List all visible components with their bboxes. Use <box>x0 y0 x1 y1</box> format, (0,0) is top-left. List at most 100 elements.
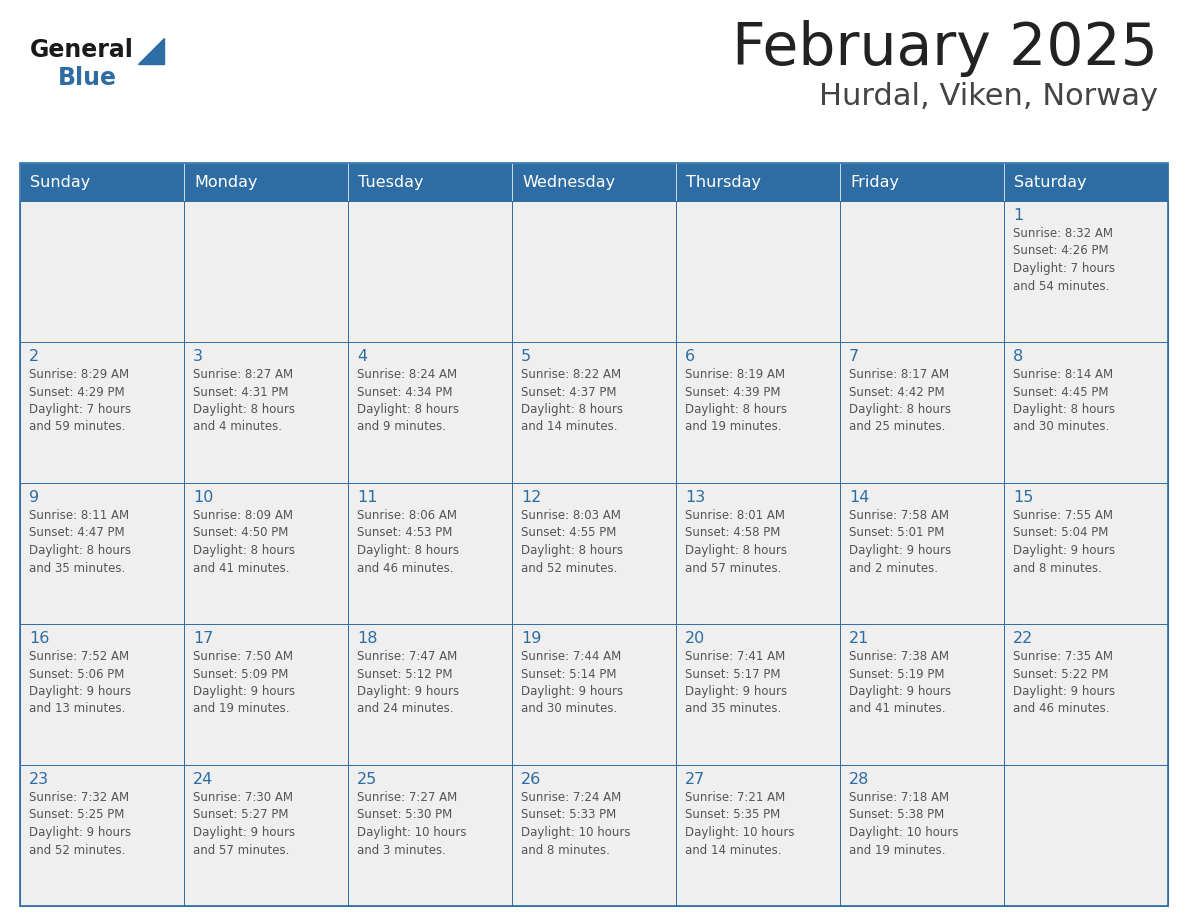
Text: 8: 8 <box>1013 349 1023 364</box>
Bar <box>348 342 512 483</box>
Bar <box>20 163 1168 906</box>
Text: Sunrise: 8:14 AM
Sunset: 4:45 PM
Daylight: 8 hours
and 30 minutes.: Sunrise: 8:14 AM Sunset: 4:45 PM Dayligh… <box>1013 368 1116 433</box>
Bar <box>840 201 1004 342</box>
Text: Sunrise: 7:50 AM
Sunset: 5:09 PM
Daylight: 9 hours
and 19 minutes.: Sunrise: 7:50 AM Sunset: 5:09 PM Dayligh… <box>192 650 295 715</box>
Bar <box>184 163 348 201</box>
Text: Sunrise: 8:27 AM
Sunset: 4:31 PM
Daylight: 8 hours
and 4 minutes.: Sunrise: 8:27 AM Sunset: 4:31 PM Dayligh… <box>192 368 295 433</box>
Text: Wednesday: Wednesday <box>522 174 615 189</box>
Text: Sunrise: 8:22 AM
Sunset: 4:37 PM
Daylight: 8 hours
and 14 minutes.: Sunrise: 8:22 AM Sunset: 4:37 PM Dayligh… <box>522 368 623 433</box>
Bar <box>20 483 184 624</box>
Text: 11: 11 <box>358 490 378 505</box>
Text: Sunrise: 7:32 AM
Sunset: 5:25 PM
Daylight: 9 hours
and 52 minutes.: Sunrise: 7:32 AM Sunset: 5:25 PM Dayligh… <box>29 791 131 856</box>
Text: Thursday: Thursday <box>685 174 762 189</box>
Text: Hurdal, Viken, Norway: Hurdal, Viken, Norway <box>819 82 1158 111</box>
Text: 26: 26 <box>522 772 542 787</box>
Text: Tuesday: Tuesday <box>358 174 423 189</box>
Bar <box>184 624 348 765</box>
Bar <box>20 163 184 201</box>
Text: Sunrise: 7:44 AM
Sunset: 5:14 PM
Daylight: 9 hours
and 30 minutes.: Sunrise: 7:44 AM Sunset: 5:14 PM Dayligh… <box>522 650 624 715</box>
Bar <box>1004 163 1168 201</box>
Bar <box>840 163 1004 201</box>
Text: 15: 15 <box>1013 490 1034 505</box>
Bar <box>184 483 348 624</box>
Text: 22: 22 <box>1013 631 1034 646</box>
Text: Sunrise: 8:03 AM
Sunset: 4:55 PM
Daylight: 8 hours
and 52 minutes.: Sunrise: 8:03 AM Sunset: 4:55 PM Dayligh… <box>522 509 623 575</box>
Bar <box>348 624 512 765</box>
Text: 18: 18 <box>358 631 378 646</box>
Bar <box>184 765 348 906</box>
Text: 14: 14 <box>849 490 870 505</box>
Bar <box>184 201 348 342</box>
Text: 23: 23 <box>29 772 49 787</box>
Bar <box>676 163 840 201</box>
Text: 3: 3 <box>192 349 203 364</box>
Text: Sunrise: 7:58 AM
Sunset: 5:01 PM
Daylight: 9 hours
and 2 minutes.: Sunrise: 7:58 AM Sunset: 5:01 PM Dayligh… <box>849 509 952 575</box>
Text: Sunrise: 7:30 AM
Sunset: 5:27 PM
Daylight: 9 hours
and 57 minutes.: Sunrise: 7:30 AM Sunset: 5:27 PM Dayligh… <box>192 791 295 856</box>
Text: 10: 10 <box>192 490 214 505</box>
Bar <box>512 201 676 342</box>
Text: 27: 27 <box>685 772 706 787</box>
Text: February 2025: February 2025 <box>732 20 1158 77</box>
Bar <box>20 624 184 765</box>
Text: Sunrise: 7:27 AM
Sunset: 5:30 PM
Daylight: 10 hours
and 3 minutes.: Sunrise: 7:27 AM Sunset: 5:30 PM Dayligh… <box>358 791 467 856</box>
Text: General: General <box>30 38 134 62</box>
Bar <box>840 483 1004 624</box>
Text: Sunrise: 8:06 AM
Sunset: 4:53 PM
Daylight: 8 hours
and 46 minutes.: Sunrise: 8:06 AM Sunset: 4:53 PM Dayligh… <box>358 509 459 575</box>
Bar <box>840 765 1004 906</box>
Bar <box>1004 483 1168 624</box>
Bar <box>676 483 840 624</box>
Text: Sunrise: 7:38 AM
Sunset: 5:19 PM
Daylight: 9 hours
and 41 minutes.: Sunrise: 7:38 AM Sunset: 5:19 PM Dayligh… <box>849 650 952 715</box>
Text: Sunrise: 8:29 AM
Sunset: 4:29 PM
Daylight: 7 hours
and 59 minutes.: Sunrise: 8:29 AM Sunset: 4:29 PM Dayligh… <box>29 368 131 433</box>
Text: 13: 13 <box>685 490 706 505</box>
Text: 25: 25 <box>358 772 378 787</box>
Bar <box>840 624 1004 765</box>
Bar <box>676 342 840 483</box>
Text: Sunrise: 8:09 AM
Sunset: 4:50 PM
Daylight: 8 hours
and 41 minutes.: Sunrise: 8:09 AM Sunset: 4:50 PM Dayligh… <box>192 509 295 575</box>
Bar <box>512 624 676 765</box>
Bar <box>676 765 840 906</box>
Text: 21: 21 <box>849 631 870 646</box>
Bar <box>1004 624 1168 765</box>
Text: Sunrise: 8:32 AM
Sunset: 4:26 PM
Daylight: 7 hours
and 54 minutes.: Sunrise: 8:32 AM Sunset: 4:26 PM Dayligh… <box>1013 227 1116 293</box>
Bar <box>676 201 840 342</box>
Text: Sunrise: 8:19 AM
Sunset: 4:39 PM
Daylight: 8 hours
and 19 minutes.: Sunrise: 8:19 AM Sunset: 4:39 PM Dayligh… <box>685 368 786 433</box>
Bar <box>348 163 512 201</box>
Text: Sunday: Sunday <box>30 174 90 189</box>
Text: 9: 9 <box>29 490 39 505</box>
Text: 2: 2 <box>29 349 39 364</box>
Bar <box>184 342 348 483</box>
Bar <box>512 765 676 906</box>
Bar <box>840 342 1004 483</box>
Bar <box>512 342 676 483</box>
Bar <box>512 163 676 201</box>
Text: 12: 12 <box>522 490 542 505</box>
Text: Blue: Blue <box>58 66 116 90</box>
Text: 17: 17 <box>192 631 214 646</box>
Text: 1: 1 <box>1013 208 1023 223</box>
Text: 7: 7 <box>849 349 859 364</box>
Text: 20: 20 <box>685 631 706 646</box>
Bar <box>348 483 512 624</box>
Polygon shape <box>138 38 164 64</box>
Text: Sunrise: 7:41 AM
Sunset: 5:17 PM
Daylight: 9 hours
and 35 minutes.: Sunrise: 7:41 AM Sunset: 5:17 PM Dayligh… <box>685 650 788 715</box>
Bar <box>1004 201 1168 342</box>
Text: 28: 28 <box>849 772 870 787</box>
Text: 19: 19 <box>522 631 542 646</box>
Text: Sunrise: 8:11 AM
Sunset: 4:47 PM
Daylight: 8 hours
and 35 minutes.: Sunrise: 8:11 AM Sunset: 4:47 PM Dayligh… <box>29 509 131 575</box>
Text: Sunrise: 7:47 AM
Sunset: 5:12 PM
Daylight: 9 hours
and 24 minutes.: Sunrise: 7:47 AM Sunset: 5:12 PM Dayligh… <box>358 650 459 715</box>
Text: Sunrise: 8:01 AM
Sunset: 4:58 PM
Daylight: 8 hours
and 57 minutes.: Sunrise: 8:01 AM Sunset: 4:58 PM Dayligh… <box>685 509 786 575</box>
Bar <box>20 201 184 342</box>
Bar <box>1004 342 1168 483</box>
Text: 16: 16 <box>29 631 50 646</box>
Text: Monday: Monday <box>194 174 258 189</box>
Bar <box>20 765 184 906</box>
Text: Sunrise: 7:35 AM
Sunset: 5:22 PM
Daylight: 9 hours
and 46 minutes.: Sunrise: 7:35 AM Sunset: 5:22 PM Dayligh… <box>1013 650 1116 715</box>
Bar <box>1004 765 1168 906</box>
Text: Sunrise: 7:21 AM
Sunset: 5:35 PM
Daylight: 10 hours
and 14 minutes.: Sunrise: 7:21 AM Sunset: 5:35 PM Dayligh… <box>685 791 795 856</box>
Text: Friday: Friday <box>849 174 899 189</box>
Text: 6: 6 <box>685 349 695 364</box>
Text: Saturday: Saturday <box>1015 174 1087 189</box>
Text: Sunrise: 7:18 AM
Sunset: 5:38 PM
Daylight: 10 hours
and 19 minutes.: Sunrise: 7:18 AM Sunset: 5:38 PM Dayligh… <box>849 791 959 856</box>
Bar <box>676 624 840 765</box>
Text: Sunrise: 8:24 AM
Sunset: 4:34 PM
Daylight: 8 hours
and 9 minutes.: Sunrise: 8:24 AM Sunset: 4:34 PM Dayligh… <box>358 368 459 433</box>
